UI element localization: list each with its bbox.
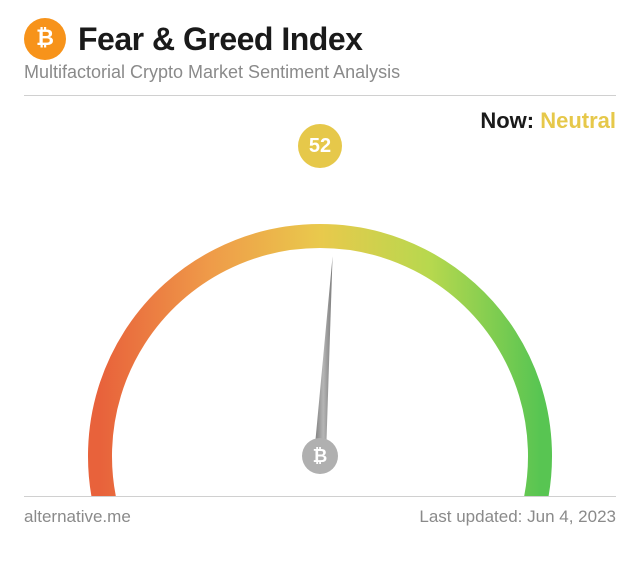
bitcoin-icon: ₿ <box>24 18 66 60</box>
gauge-svg: ₿ <box>60 176 580 496</box>
footer: alternative.me Last updated: Jun 4, 2023 <box>24 496 616 527</box>
page-subtitle: Multifactorial Crypto Market Sentiment A… <box>24 62 616 83</box>
footer-updated: Last updated: Jun 4, 2023 <box>419 507 616 527</box>
footer-source: alternative.me <box>24 507 131 527</box>
gauge-chart: Now: Neutral 52 ₿ <box>24 96 616 496</box>
gauge-value-badge: 52 <box>298 124 342 168</box>
now-status: Now: Neutral <box>480 108 616 134</box>
header: ₿ Fear & Greed Index <box>24 18 616 60</box>
svg-text:₿: ₿ <box>36 26 54 50</box>
now-label: Now: <box>480 108 534 133</box>
svg-text:₿: ₿ <box>313 446 328 466</box>
bitcoin-glyph: ₿ <box>32 26 58 52</box>
now-value: Neutral <box>540 108 616 133</box>
page-title: Fear & Greed Index <box>78 21 362 58</box>
